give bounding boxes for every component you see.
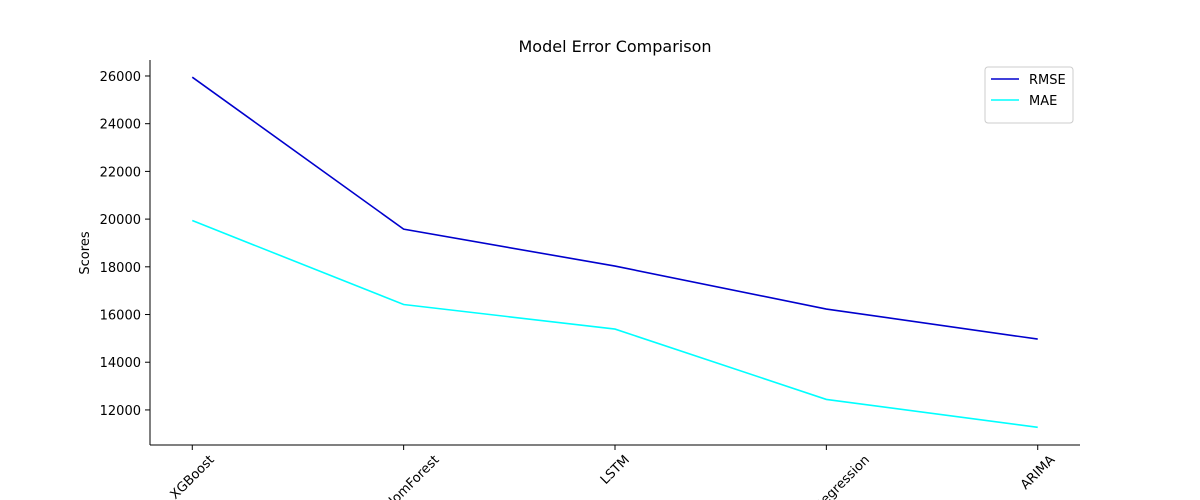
y-tick-label: 26000 — [100, 70, 141, 85]
y-axis-label: Scores — [78, 231, 93, 274]
x-tick-label: RandomForest — [366, 453, 443, 500]
y-tick-label: 16000 — [100, 309, 141, 324]
legend-box — [984, 66, 1074, 124]
y-tick-label: 14000 — [100, 356, 141, 371]
legend: RMSE MAE — [984, 66, 1074, 124]
y-tick-label: 18000 — [100, 261, 141, 276]
x-tick-label: ARIMA — [1018, 453, 1058, 493]
line — [191, 76, 1038, 340]
x-tick-label: XGBoost — [168, 453, 218, 500]
line — [191, 219, 1038, 429]
y-tick-label: 12000 — [100, 404, 141, 419]
y-tick-label: 24000 — [100, 118, 141, 133]
legend-label: MAE — [1029, 94, 1057, 109]
x-tick-label: Linear Regression — [781, 453, 873, 500]
y-tick-label: 22000 — [100, 165, 141, 180]
x-tick-label: LSTM — [598, 453, 633, 488]
legend-label: RMSE — [1029, 73, 1066, 88]
y-tick-label: 20000 — [100, 213, 141, 228]
chart-title: Model Error Comparison — [518, 37, 711, 56]
